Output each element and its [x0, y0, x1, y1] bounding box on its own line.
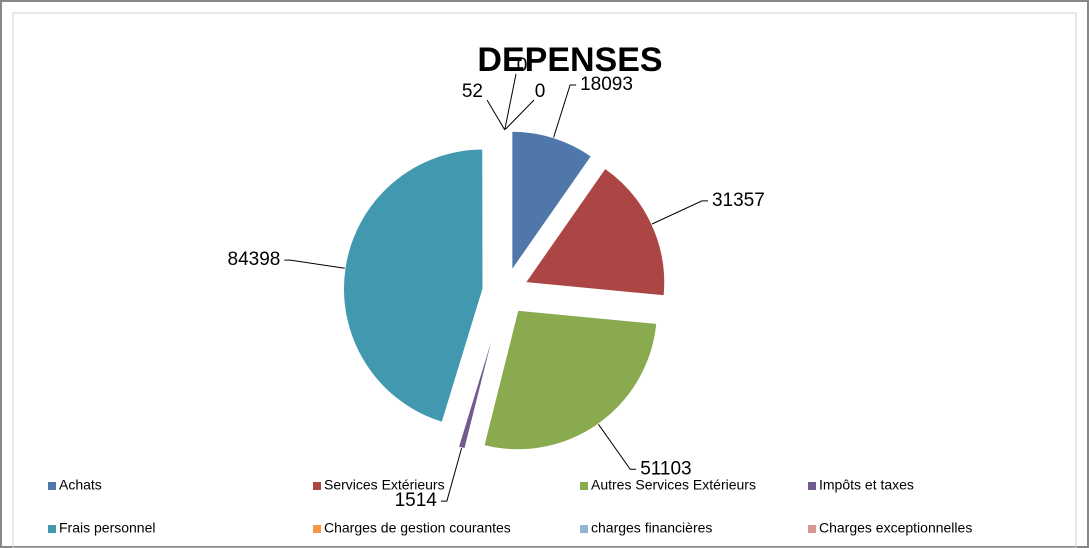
leader-line: [284, 259, 345, 269]
legend-label: Charges exceptionnelles: [819, 520, 972, 536]
leader-line: [504, 73, 517, 131]
leader-line: [651, 200, 708, 225]
legend-swatch: [313, 482, 321, 490]
legend-label: charges financières: [591, 520, 712, 536]
legend-label: Impôts et taxes: [819, 477, 914, 493]
data-label: 1514: [395, 490, 438, 511]
leader-line: [440, 447, 463, 502]
legend-label: Frais personnel: [59, 520, 156, 536]
legend-label: Charges de gestion courantes: [324, 520, 511, 536]
legend-swatch: [48, 525, 56, 533]
pie-slice: [510, 130, 593, 274]
data-label: 84398: [228, 249, 281, 270]
plot-border: [12, 12, 1077, 548]
leader-line: [553, 84, 577, 138]
pie-slice: [523, 166, 666, 297]
legend-swatch: [580, 482, 588, 490]
legend-swatch: [808, 525, 816, 533]
leader-line: [598, 424, 637, 470]
chart-title: DEPENSES: [477, 41, 662, 79]
legend-swatch: [313, 525, 321, 533]
pie-slice: [457, 312, 500, 450]
data-label: 0: [535, 81, 546, 102]
legend-label: Achats: [59, 477, 102, 493]
pie-slice: [342, 148, 484, 424]
data-label: 31357: [712, 190, 765, 211]
legend-label: Autres Services Extérieurs: [591, 477, 756, 493]
legend-swatch: [808, 482, 816, 490]
data-label: 51103: [640, 458, 691, 479]
leader-line: [486, 99, 506, 131]
legend-swatch: [48, 482, 56, 490]
leader-line: [504, 99, 535, 131]
data-label: 18093: [580, 74, 633, 95]
data-label: 52: [462, 81, 483, 102]
legend-label: Services Extérieurs: [324, 477, 445, 493]
pie-slice: [482, 309, 658, 451]
legend-swatch: [580, 525, 588, 533]
data-label: 0: [517, 55, 528, 76]
